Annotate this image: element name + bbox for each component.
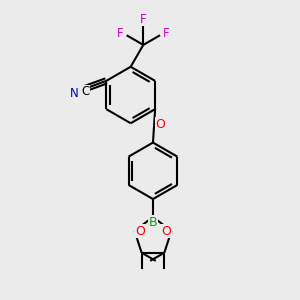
Text: O: O (161, 225, 171, 238)
Text: N: N (70, 87, 79, 100)
Text: C: C (81, 85, 90, 98)
Text: O: O (135, 225, 145, 238)
Text: F: F (140, 13, 147, 26)
Text: B: B (149, 216, 157, 229)
Text: F: F (117, 27, 123, 40)
Text: O: O (156, 118, 166, 131)
Text: F: F (163, 27, 170, 40)
